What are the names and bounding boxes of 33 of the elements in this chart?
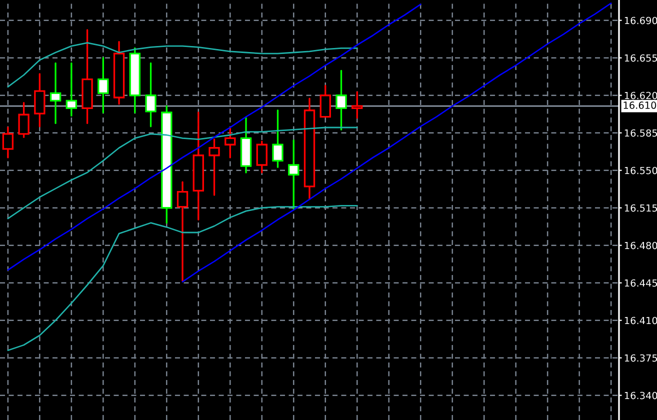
candlestick — [224, 128, 236, 158]
y-tick-label: 16.550 — [624, 166, 657, 174]
candlestick — [2, 126, 14, 158]
y-tick-label: 16.445 — [624, 279, 657, 287]
line-series — [7, 4, 422, 271]
candlestick — [176, 181, 188, 282]
y-tick-label: 16.585 — [624, 129, 657, 137]
line-series — [7, 126, 358, 220]
candlestick — [240, 117, 252, 174]
y-tick-label: 16.620 — [624, 92, 657, 100]
candlestick — [272, 110, 284, 168]
line-series — [7, 42, 358, 88]
candlestick — [82, 29, 93, 124]
line-series — [7, 205, 358, 352]
y-tick-label: 16.690 — [624, 16, 657, 24]
candlestick — [34, 73, 46, 128]
candlestick — [50, 62, 62, 124]
y-tick-label: 16.655 — [624, 54, 657, 62]
candlestick — [145, 62, 156, 128]
candlestick — [66, 62, 78, 117]
y-tick-label: 16.410 — [624, 316, 657, 324]
y-tick-label: 16.515 — [624, 204, 657, 212]
line-series — [182, 2, 612, 282]
ref-line-label: 16.610 — [624, 102, 656, 109]
y-tick-label: 16.480 — [624, 242, 657, 250]
candlestick — [352, 91, 363, 119]
candlestick — [98, 57, 109, 114]
candlestick — [192, 112, 204, 220]
y-tick-label: 16.340 — [624, 392, 657, 400]
candlestick — [336, 70, 347, 130]
candlestick — [288, 140, 300, 210]
candlestick — [304, 98, 316, 200]
y-tick-label: 16.375 — [624, 354, 657, 362]
